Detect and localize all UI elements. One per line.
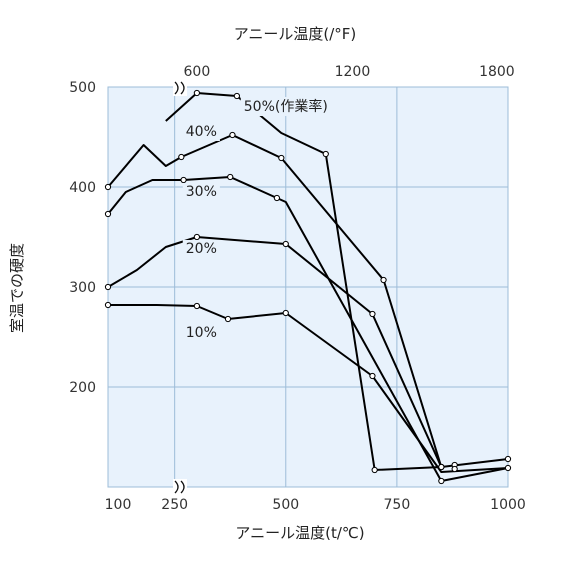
point-0-3 [371, 466, 378, 474]
series-line-0 [165, 92, 509, 471]
x-tick-2: 500 [272, 497, 299, 513]
point-2-4 [438, 477, 445, 485]
point-2-2 [227, 173, 234, 181]
point-4-0 [104, 301, 112, 309]
x-axis-title: アニール温度(t/℃) [235, 524, 364, 542]
point-1-3 [278, 154, 285, 162]
top-axis-tick-labels: 600 1200 1800 [184, 64, 515, 80]
series-labels: 50%(作業率) 40% 30% 20% 10% [182, 97, 331, 342]
axis-break-1 [173, 479, 187, 495]
point-4-2 [224, 315, 232, 323]
point-3-0 [104, 283, 112, 291]
point-2-3 [273, 194, 280, 202]
point-3-1 [193, 233, 200, 241]
point-0-0 [193, 89, 200, 97]
top-axis-title: アニール温度(/°F) [234, 25, 357, 43]
point-2-0 [104, 210, 112, 218]
top-tick-2: 1800 [479, 64, 515, 80]
x-tick-1: 250 [161, 497, 188, 513]
point-3-4 [438, 463, 445, 471]
series-line-1 [107, 134, 443, 468]
point-0-2 [322, 150, 329, 158]
y-tick-labels: 200 300 400 500 [69, 80, 96, 396]
top-tick-1: 1200 [335, 64, 371, 80]
point-4-4 [369, 372, 376, 380]
y-tick-1: 300 [69, 280, 96, 296]
point-3-2 [282, 240, 289, 248]
point-0-1 [233, 92, 240, 100]
x-tick-labels: 100 250 500 750 1000 [105, 497, 526, 513]
x-tick-4: 1000 [490, 497, 526, 513]
y-axis-title: 室温での硬度 [8, 243, 26, 333]
y-tick-0: 200 [69, 380, 96, 396]
axis-break-0 [173, 80, 187, 96]
point-4-1 [193, 302, 200, 310]
series-label-3: 20% [186, 241, 217, 257]
point-1-2 [229, 131, 236, 139]
series-label-2: 30% [186, 184, 217, 200]
series-markers [104, 89, 512, 485]
point-4-3 [282, 309, 289, 317]
point-3-3 [369, 310, 376, 318]
point-1-0 [104, 183, 112, 191]
y-tick-2: 400 [69, 180, 96, 196]
axis-break-marks [173, 80, 187, 495]
point-2-1 [180, 176, 187, 184]
y-tick-3: 500 [69, 80, 96, 96]
series-label-1: 40% [186, 124, 217, 140]
series-label-4: 10% [186, 325, 217, 341]
x-tick-3: 750 [384, 497, 411, 513]
point-4-5 [451, 465, 458, 473]
x-tick-0: 100 [105, 497, 132, 513]
series-label-0: 50%(作業率) [244, 98, 328, 115]
point-0-6 [504, 455, 512, 463]
gridlines [108, 87, 508, 487]
point-1-1 [178, 153, 185, 161]
point-1-4 [380, 276, 387, 284]
point-2-5 [504, 464, 512, 472]
top-tick-0: 600 [184, 64, 211, 80]
